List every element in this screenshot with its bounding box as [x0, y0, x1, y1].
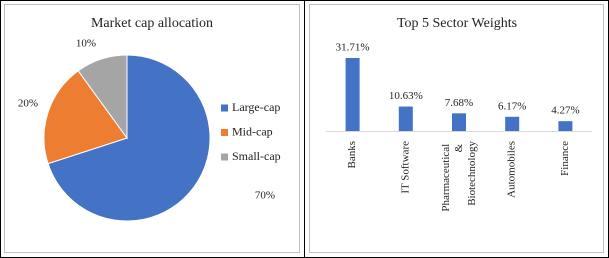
data-label: 70% — [255, 190, 275, 202]
data-label: 4.27% — [551, 105, 579, 117]
x-tick-label: Automobiles — [506, 141, 518, 198]
legend-label: Mid-cap — [232, 124, 273, 138]
pie-slice — [47, 54, 211, 222]
bar — [345, 58, 360, 131]
legend-label: Large-cap — [232, 100, 280, 114]
bar — [398, 106, 413, 131]
x-tick-label: Banks — [346, 141, 358, 169]
data-label: 7.68% — [445, 97, 473, 109]
x-tick-label: Pharmaceutical & Biotechnology — [440, 141, 478, 212]
legend-swatch — [221, 153, 228, 161]
data-label: 31.71% — [336, 42, 370, 54]
label-line: Pharmaceutical — [440, 141, 452, 212]
label-line: & — [453, 141, 465, 152]
bar-frame — [309, 4, 604, 253]
pie-title: Market cap allocation — [91, 16, 213, 31]
data-label: 10% — [76, 38, 96, 50]
legend-swatch — [221, 129, 228, 136]
pie-slice — [77, 54, 128, 140]
data-label: 10.63% — [389, 90, 423, 102]
bar — [505, 116, 520, 131]
data-label: 20% — [18, 98, 38, 110]
x-tick-label: IT Software — [399, 141, 411, 194]
bar-title: Top 5 Sector Weights — [397, 16, 517, 31]
data-label: 6.17% — [498, 100, 526, 112]
bar — [558, 121, 573, 131]
pie-frame — [4, 4, 300, 253]
label-line: Biotechnology — [466, 141, 478, 206]
x-tick-label: Finance — [559, 141, 571, 176]
legend-label: Small-cap — [232, 149, 281, 163]
pie-slice — [43, 70, 128, 165]
legend-swatch — [221, 104, 228, 112]
bar — [452, 113, 466, 131]
